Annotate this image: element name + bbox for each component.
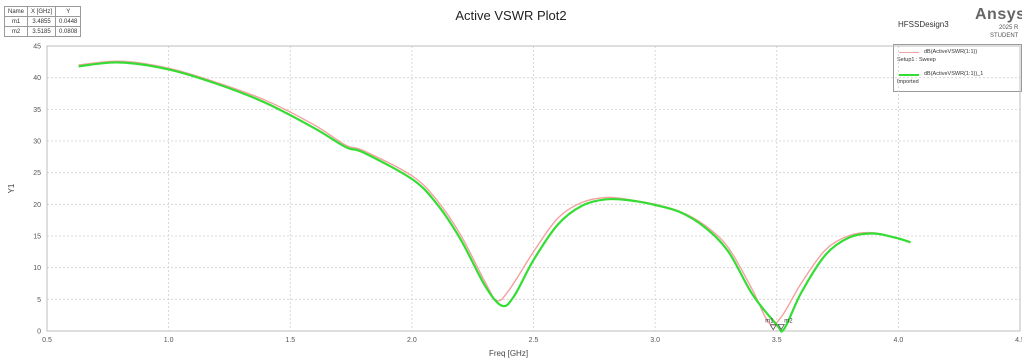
x-tick-label: 3.5 <box>772 337 782 344</box>
series-line <box>79 61 911 325</box>
x-tick-label: 2.0 <box>407 337 417 344</box>
y-tick-label: 15 <box>33 234 41 241</box>
x-tick-label: 4.5 <box>1015 337 1022 344</box>
grid <box>47 46 1020 331</box>
y-tick-label: 0 <box>37 329 41 336</box>
x-tick-label: 0.5 <box>42 337 52 344</box>
x-tick-label: 1.0 <box>164 337 174 344</box>
y-axis-label: Y1 <box>7 183 16 193</box>
y-tick-label: 5 <box>37 297 41 304</box>
axes: 0.5 1.0 1.5 2.0 2.5 3.0 3.5 4.0 4.5 0 5 10 15 20 25 30 3… <box>33 44 1022 345</box>
series-line <box>79 62 911 331</box>
plot-frame <box>47 46 1020 331</box>
x-axis-label: Freq [GHz] <box>489 349 528 358</box>
y-tick-label: 45 <box>33 44 41 51</box>
y-tick-label: 20 <box>33 202 41 209</box>
y-tick-label: 35 <box>33 107 41 114</box>
series-group <box>79 61 911 331</box>
marker-label: m1 <box>765 319 774 325</box>
x-tick-label: 4.0 <box>894 337 904 344</box>
y-tick-label: 10 <box>33 265 41 272</box>
y-tick-label: 25 <box>33 170 41 177</box>
y-tick-label: 30 <box>33 139 41 146</box>
x-tick-label: 2.5 <box>529 337 539 344</box>
marker-label: m2 <box>784 318 793 324</box>
x-tick-label: 1.5 <box>285 337 295 344</box>
y-tick-label: 40 <box>33 75 41 82</box>
x-tick-label: 3.0 <box>650 337 660 344</box>
